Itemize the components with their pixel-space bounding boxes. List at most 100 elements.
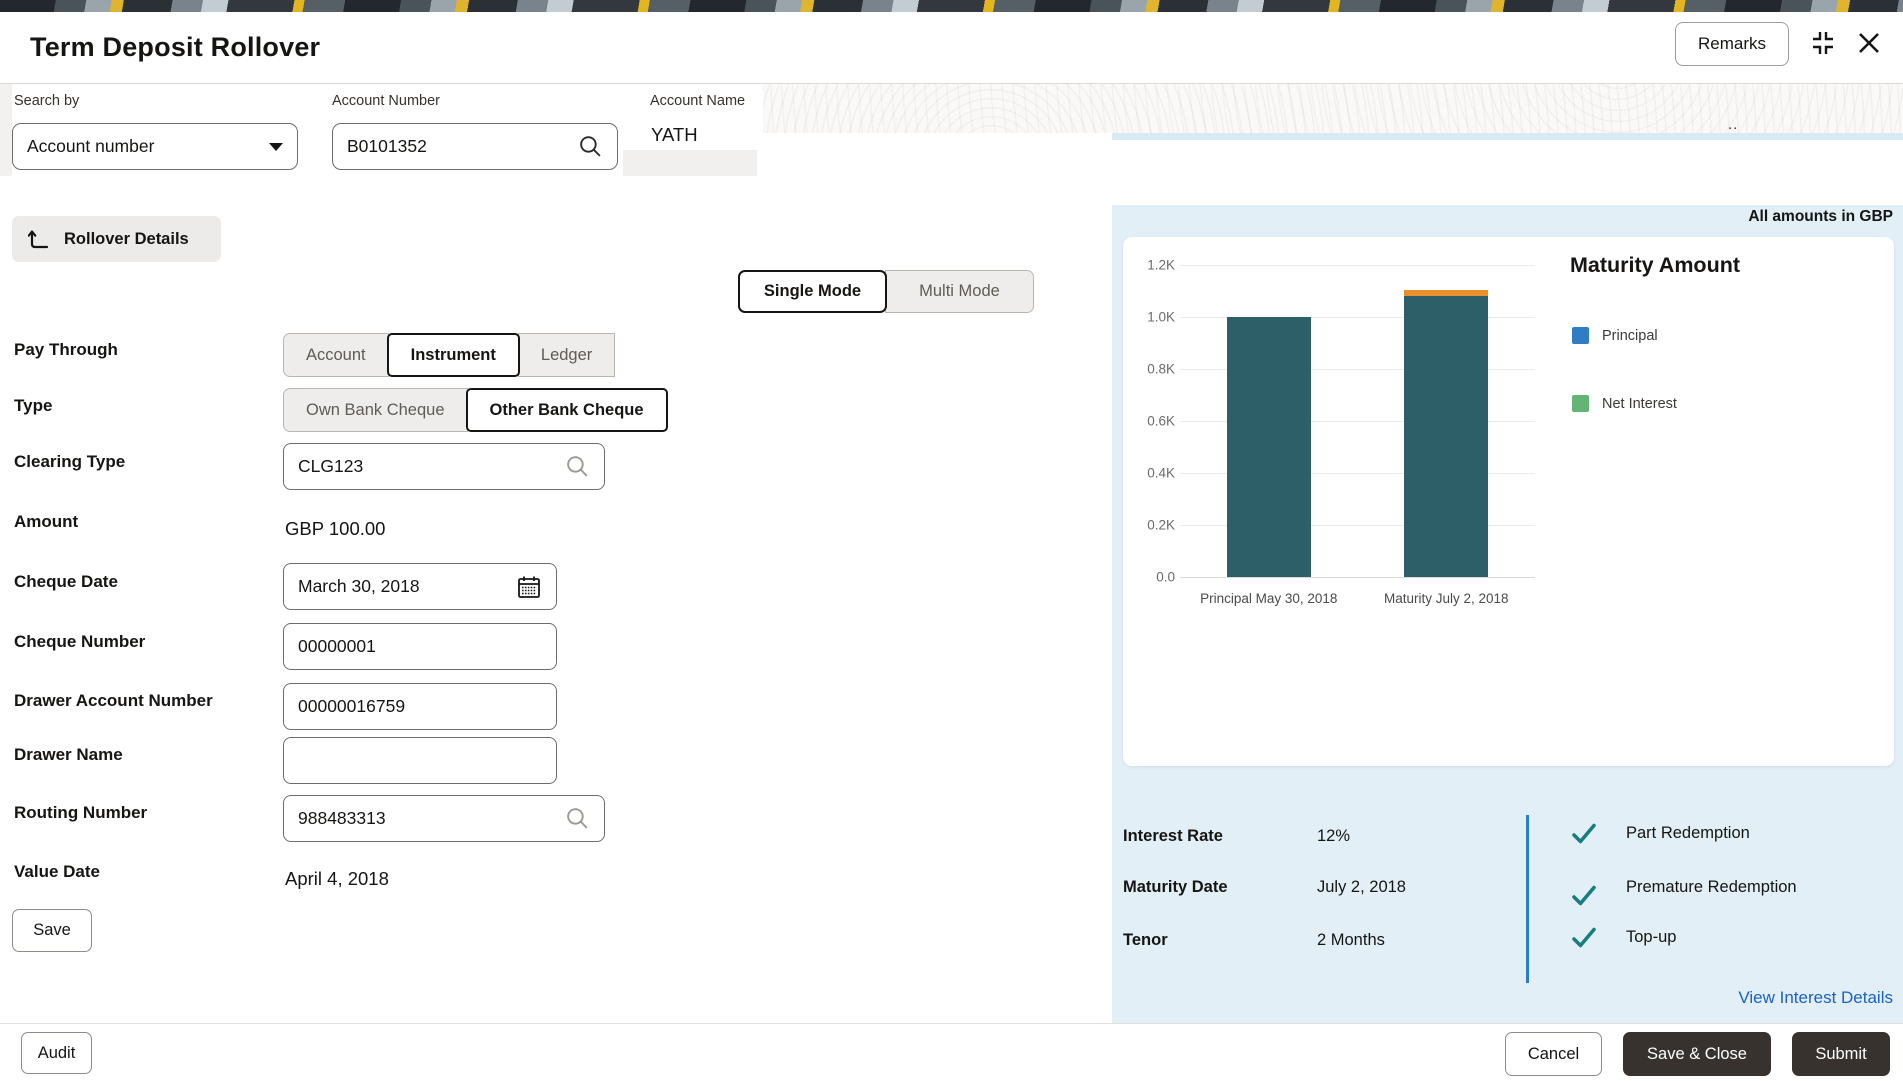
tenor-value: 2 Months — [1317, 931, 1385, 949]
page-title: Term Deposit Rollover — [30, 32, 321, 62]
bar-principal — [1404, 296, 1489, 577]
routing-number-input[interactable]: 988483313 — [283, 795, 605, 842]
drawer-account-number-input[interactable]: 00000016759 — [283, 683, 557, 730]
bar-net-interest — [1404, 290, 1489, 297]
y-tick-label: 0.2K — [1147, 517, 1175, 533]
decorative-banner — [0, 0, 1903, 12]
feature-part-redemption: Part Redemption — [1570, 819, 1750, 847]
cheque-date-label: Cheque Date — [14, 572, 118, 591]
chart-title: Maturity Amount — [1570, 253, 1740, 277]
net-interest-legend-label: Net Interest — [1602, 395, 1677, 412]
account-name-value: YATH — [651, 124, 698, 145]
amount-label: Amount — [14, 512, 79, 531]
submit-button[interactable]: Submit — [1792, 1032, 1890, 1076]
maturity-chart-card: Maturity Amount Principal Net Interest 1… — [1123, 237, 1894, 766]
audit-button[interactable]: Audit — [21, 1032, 92, 1074]
vertical-divider — [1526, 815, 1529, 983]
gridline — [1180, 577, 1535, 578]
legend-item-principal: Principal — [1572, 327, 1658, 344]
search-by-select[interactable]: Account number — [12, 123, 298, 170]
close-icon[interactable] — [1854, 28, 1884, 58]
y-tick-label: 0.8K — [1147, 361, 1175, 377]
maturity-date-label: Maturity Date — [1123, 878, 1228, 896]
pay-through-group: Account Instrument Ledger — [283, 333, 616, 377]
search-by-label: Search by — [14, 93, 80, 109]
rollover-details-button[interactable]: Rollover Details — [12, 216, 221, 262]
checkmark-icon — [1570, 819, 1598, 847]
cheque-number-value: 00000001 — [298, 636, 376, 656]
footer-action-bar: Audit Cancel Save & Close Submit — [0, 1023, 1903, 1081]
routing-number-label: Routing Number — [14, 803, 148, 822]
gridline — [1180, 369, 1535, 370]
clearing-type-input[interactable]: CLG123 — [283, 443, 605, 490]
type-group: Own Bank Cheque Other Bank Cheque — [283, 388, 668, 432]
tenor-label: Tenor — [1123, 931, 1168, 949]
account-number-input[interactable]: B0101352 — [332, 123, 618, 170]
masked-field — [623, 150, 757, 176]
cheque-number-label: Cheque Number — [14, 632, 146, 651]
pay-through-label: Pay Through — [14, 340, 118, 359]
rollover-details-label: Rollover Details — [64, 229, 189, 248]
account-name-label: Account Name — [650, 93, 746, 109]
pay-through-option-ledger[interactable]: Ledger — [517, 333, 616, 377]
gridline — [1180, 317, 1535, 318]
maturity-date-value: July 2, 2018 — [1317, 878, 1406, 896]
interest-rate-value: 12% — [1317, 827, 1351, 845]
gridline — [1180, 525, 1535, 526]
legend-item-net-interest: Net Interest — [1572, 395, 1677, 412]
amount-value: GBP 100.00 — [285, 518, 386, 539]
y-tick-label: 1.0K — [1147, 309, 1175, 325]
y-tick-label: 0.6K — [1147, 413, 1175, 429]
search-icon[interactable] — [578, 134, 603, 159]
bar-principal — [1226, 317, 1311, 577]
net-interest-legend-swatch — [1572, 395, 1589, 412]
calendar-icon[interactable] — [516, 574, 542, 600]
clearing-type-label: Clearing Type — [14, 452, 126, 471]
cheque-number-input[interactable]: 00000001 — [283, 623, 557, 670]
type-option-own-bank-cheque[interactable]: Own Bank Cheque — [283, 388, 468, 432]
x-tick-label: Principal May 30, 2018 — [1200, 591, 1338, 606]
principal-legend-label: Principal — [1602, 327, 1658, 344]
rollover-arrow-icon — [28, 227, 52, 251]
drawer-name-label: Drawer Name — [14, 745, 123, 764]
clearing-type-search-icon[interactable] — [565, 454, 590, 479]
background-texture-corner — [0, 84, 12, 176]
remarks-button[interactable]: Remarks — [1675, 22, 1789, 66]
deposit-summary-panel: All amounts in GBP Maturity Amount Princ… — [1112, 205, 1903, 1023]
chart-plot — [1180, 265, 1535, 578]
y-tick-label: 0.0 — [1156, 569, 1175, 585]
search-by-value: Account number — [27, 136, 155, 156]
account-number-value: B0101352 — [347, 136, 427, 156]
collapse-icon[interactable] — [1808, 28, 1838, 58]
single-mode-button[interactable]: Single Mode — [738, 270, 887, 313]
account-number-label: Account Number — [332, 93, 440, 109]
routing-number-value: 988483313 — [298, 808, 386, 828]
view-interest-details-link[interactable]: View Interest Details — [1738, 988, 1893, 1007]
principal-legend-swatch — [1572, 327, 1589, 344]
pay-through-option-instrument[interactable]: Instrument — [386, 333, 520, 377]
cancel-button[interactable]: Cancel — [1505, 1032, 1602, 1076]
type-label: Type — [14, 396, 53, 415]
clearing-type-value: CLG123 — [298, 456, 364, 476]
mode-toggle: Single Mode Multi Mode — [738, 270, 1034, 313]
amounts-note: All amounts in GBP — [1748, 208, 1893, 225]
drawer-name-input[interactable] — [283, 737, 557, 784]
top-up-label: Top-up — [1626, 927, 1677, 946]
save-and-close-button[interactable]: Save & Close — [1623, 1032, 1771, 1076]
pay-through-option-account[interactable]: Account — [283, 333, 389, 377]
drawer-account-number-label: Drawer Account Number — [14, 691, 213, 710]
save-button[interactable]: Save — [12, 909, 92, 952]
value-date-value: April 4, 2018 — [285, 868, 389, 889]
routing-number-search-icon[interactable] — [565, 806, 590, 831]
feature-top-up: Top-up — [1570, 923, 1676, 951]
cheque-date-input[interactable]: March 30, 2018 — [283, 563, 557, 610]
multi-mode-button[interactable]: Multi Mode — [885, 270, 1034, 313]
checkmark-icon — [1570, 881, 1598, 909]
truncated-text: .. — [1728, 116, 1739, 133]
value-date-label: Value Date — [14, 862, 100, 881]
window-header: Term Deposit Rollover Remarks — [0, 12, 1903, 84]
background-texture — [763, 84, 1903, 133]
drawer-account-number-value: 00000016759 — [298, 696, 406, 716]
type-option-other-bank-cheque[interactable]: Other Bank Cheque — [465, 388, 668, 432]
y-tick-label: 0.4K — [1147, 465, 1175, 481]
